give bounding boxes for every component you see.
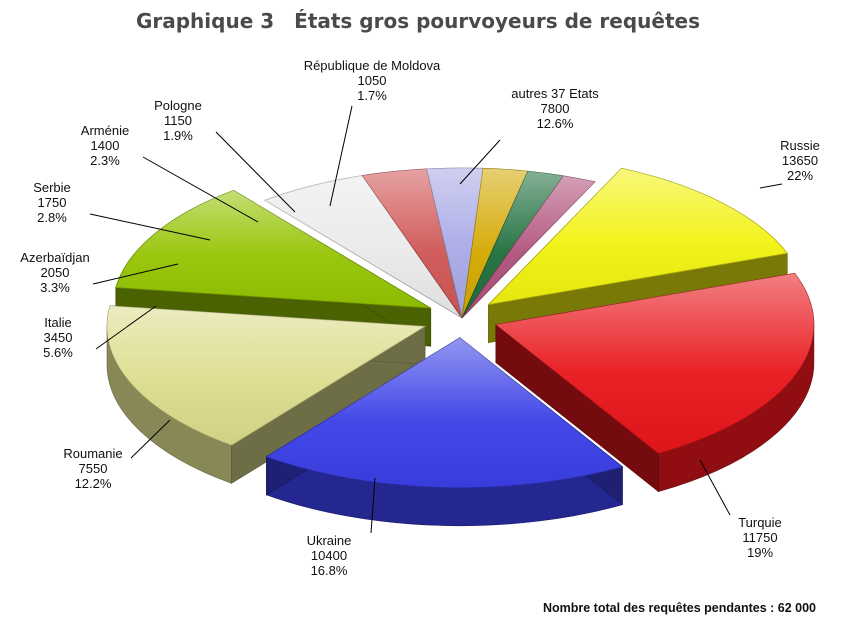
slice-label-value: 13650 [782, 153, 818, 168]
slice-label-value: 1750 [38, 195, 67, 210]
slice-label-value: 3450 [44, 330, 73, 345]
slice-label-value: 7550 [79, 461, 108, 476]
slice-gloss-5 [362, 168, 462, 318]
slice-label-name: Turquie [738, 515, 782, 530]
slice-label-name: Roumanie [63, 446, 122, 461]
leader-line [130, 419, 171, 459]
leader-line [92, 263, 179, 285]
slice-label-value: 1050 [358, 73, 387, 88]
slice-label-name: Ukraine [307, 533, 352, 548]
slice-label-name: Arménie [81, 123, 129, 138]
leader-lines [89, 105, 783, 534]
slice-label-name: Italie [44, 315, 71, 330]
slice-label-value: 1150 [164, 113, 192, 128]
leader-line [215, 131, 296, 213]
leader-line [329, 105, 353, 207]
chart-title: Graphique 3 États gros pourvoyeurs de re… [136, 9, 700, 33]
slice-label-percent: 3.3% [40, 280, 70, 295]
slice-gloss-4 [264, 175, 462, 318]
leader-line [459, 139, 501, 185]
leader-line [699, 459, 731, 516]
slice-label-percent: 16.8% [311, 563, 348, 578]
pie-slices [106, 167, 815, 489]
slice-gloss-1 [266, 337, 623, 488]
slice-label-value: 10400 [311, 548, 347, 563]
slice-label-percent: 19% [747, 545, 773, 560]
total-note: Nombre total des requêtes pendantes : 62… [543, 601, 816, 615]
slice-gloss-9 [462, 175, 595, 318]
leader-line [370, 477, 376, 534]
slice-label-percent: 5.6% [43, 345, 73, 360]
slice-label-value: 11750 [742, 530, 777, 545]
slice-label-percent: 2.3% [90, 153, 120, 168]
slice-gloss-6 [426, 167, 484, 318]
leader-line [759, 183, 783, 189]
slice-gloss-2 [106, 305, 425, 446]
slice-label-percent: 1.9% [163, 128, 193, 143]
slice-gloss-8 [462, 171, 564, 318]
leader-line [142, 156, 259, 223]
slice-gloss-10 [488, 168, 788, 305]
slice-label-percent: 12.6% [537, 116, 574, 131]
slice-label-percent: 22% [787, 168, 813, 183]
slice-label-percent: 2.8% [37, 210, 67, 225]
slice-label-name: Russie [780, 138, 820, 153]
slice-label-percent: 12.2% [75, 476, 112, 491]
slice-label-name: Pologne [154, 98, 202, 113]
slice-label-value: 1400 [91, 138, 120, 153]
slice-label-name: République de Moldova [304, 58, 441, 73]
slice-label-name: Serbie [33, 180, 71, 195]
leader-line [89, 213, 211, 241]
slice-gloss-3 [115, 190, 431, 309]
slice-label-value: 2050 [41, 265, 70, 280]
slice-label-name: autres 37 Etats [511, 86, 599, 101]
slice-gloss-0 [495, 273, 814, 454]
slice-label-percent: 1.7% [357, 88, 387, 103]
slice-label-value: 7800 [541, 101, 570, 116]
slice-label-name: Azerbaïdjan [20, 250, 89, 265]
leader-line [95, 305, 157, 350]
